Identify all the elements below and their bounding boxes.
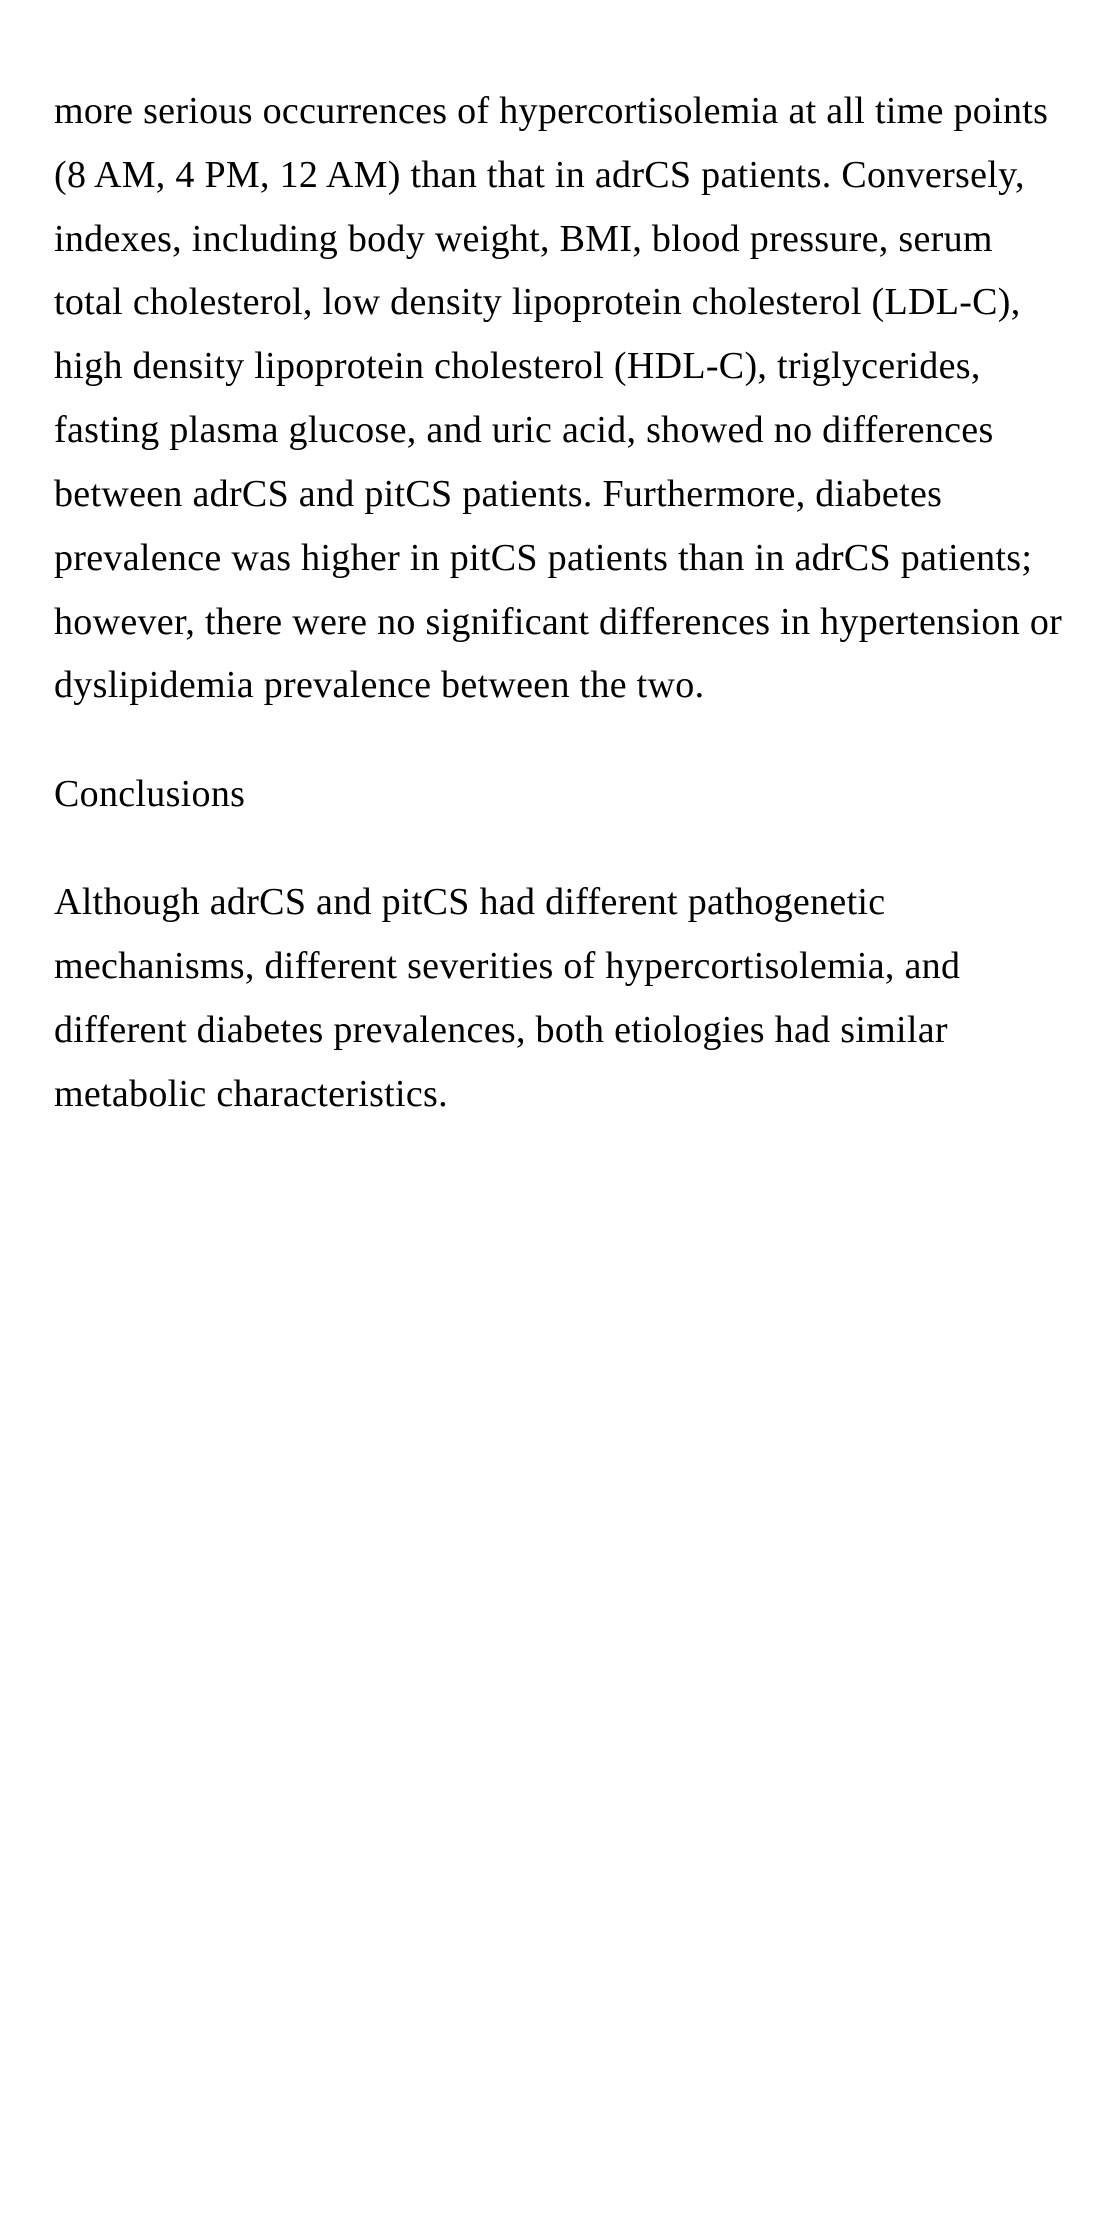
conclusions-paragraph: Although adrCS and pitCS had different p… bbox=[54, 871, 1067, 1126]
body-paragraph: more serious occurrences of hypercortiso… bbox=[54, 80, 1067, 718]
section-heading-conclusions: Conclusions bbox=[54, 766, 1067, 823]
